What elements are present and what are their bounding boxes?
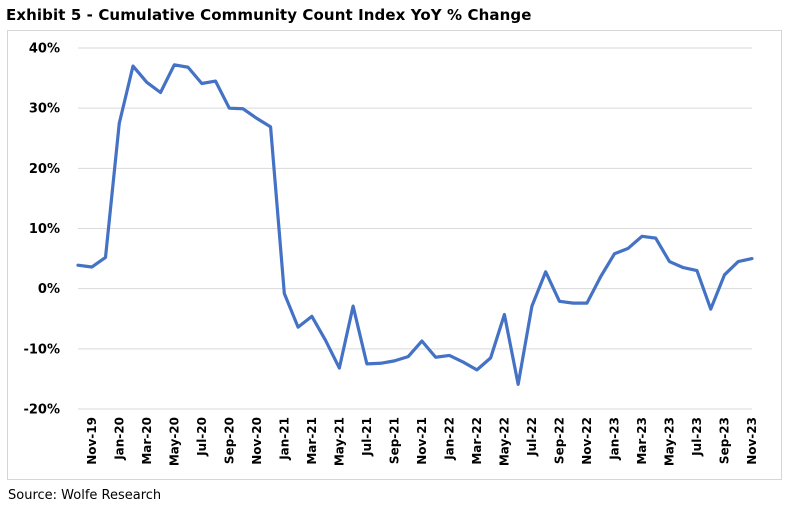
x-tick-label: Sep-20 (222, 417, 236, 464)
y-tick-label: 40% (29, 42, 60, 57)
x-tick-label: Mar-20 (140, 417, 154, 465)
x-tick-label: Sep-21 (387, 417, 401, 464)
x-tick-label: Nov-23 (745, 417, 759, 465)
x-tick-label: Sep-23 (717, 417, 731, 464)
y-tick-label: -10% (23, 342, 60, 357)
gridlines (78, 47, 752, 410)
y-tick-label: -20% (23, 403, 60, 418)
series-line-layer (76, 63, 754, 386)
x-tick-label: Jan-20 (112, 417, 126, 461)
y-tick-label: 30% (29, 102, 60, 117)
chart-frame (7, 30, 782, 480)
x-tick-label: Jul-23 (690, 417, 704, 457)
y-tick-label: 0% (38, 282, 60, 297)
x-tick-label: Sep-22 (552, 417, 566, 464)
x-tick-label: Mar-22 (470, 417, 484, 465)
x-tick-label: Mar-23 (635, 417, 649, 465)
y-axis-labels: 40% 30% 20% 10% 0% -10% -20% (23, 42, 60, 418)
source-note: Source: Wolfe Research (8, 488, 162, 503)
x-tick-label: Jul-22 (525, 417, 539, 457)
x-tick-label: May-21 (332, 417, 346, 466)
x-tick-label: Jul-20 (195, 417, 209, 457)
x-tick-label: Nov-19 (85, 417, 99, 465)
x-tick-label: May-23 (662, 417, 676, 466)
x-tick-label: Nov-21 (415, 417, 429, 465)
chart-title: Exhibit 5 - Cumulative Community Count I… (6, 6, 532, 24)
x-tick-label: Nov-20 (250, 417, 264, 465)
x-tick-label: Jul-21 (360, 417, 374, 457)
y-tick-label: 10% (29, 222, 60, 237)
data-points (77, 63, 754, 385)
x-tick-label: Nov-22 (580, 417, 594, 465)
x-axis-labels: Nov-19 Jan-20 Mar-20 May-20 Jul-20 Sep-20 Nov-… (85, 417, 759, 466)
x-tick-label: May-20 (167, 417, 181, 466)
x-tick-label: Mar-21 (305, 417, 319, 465)
series-line (76, 63, 754, 386)
y-tick-label: 20% (29, 162, 60, 177)
x-tick-label: Jan-21 (277, 417, 291, 461)
x-tick-label: Jan-22 (442, 417, 456, 461)
x-tick-label: May-22 (497, 417, 511, 466)
x-tick-label: Jan-23 (607, 417, 621, 461)
